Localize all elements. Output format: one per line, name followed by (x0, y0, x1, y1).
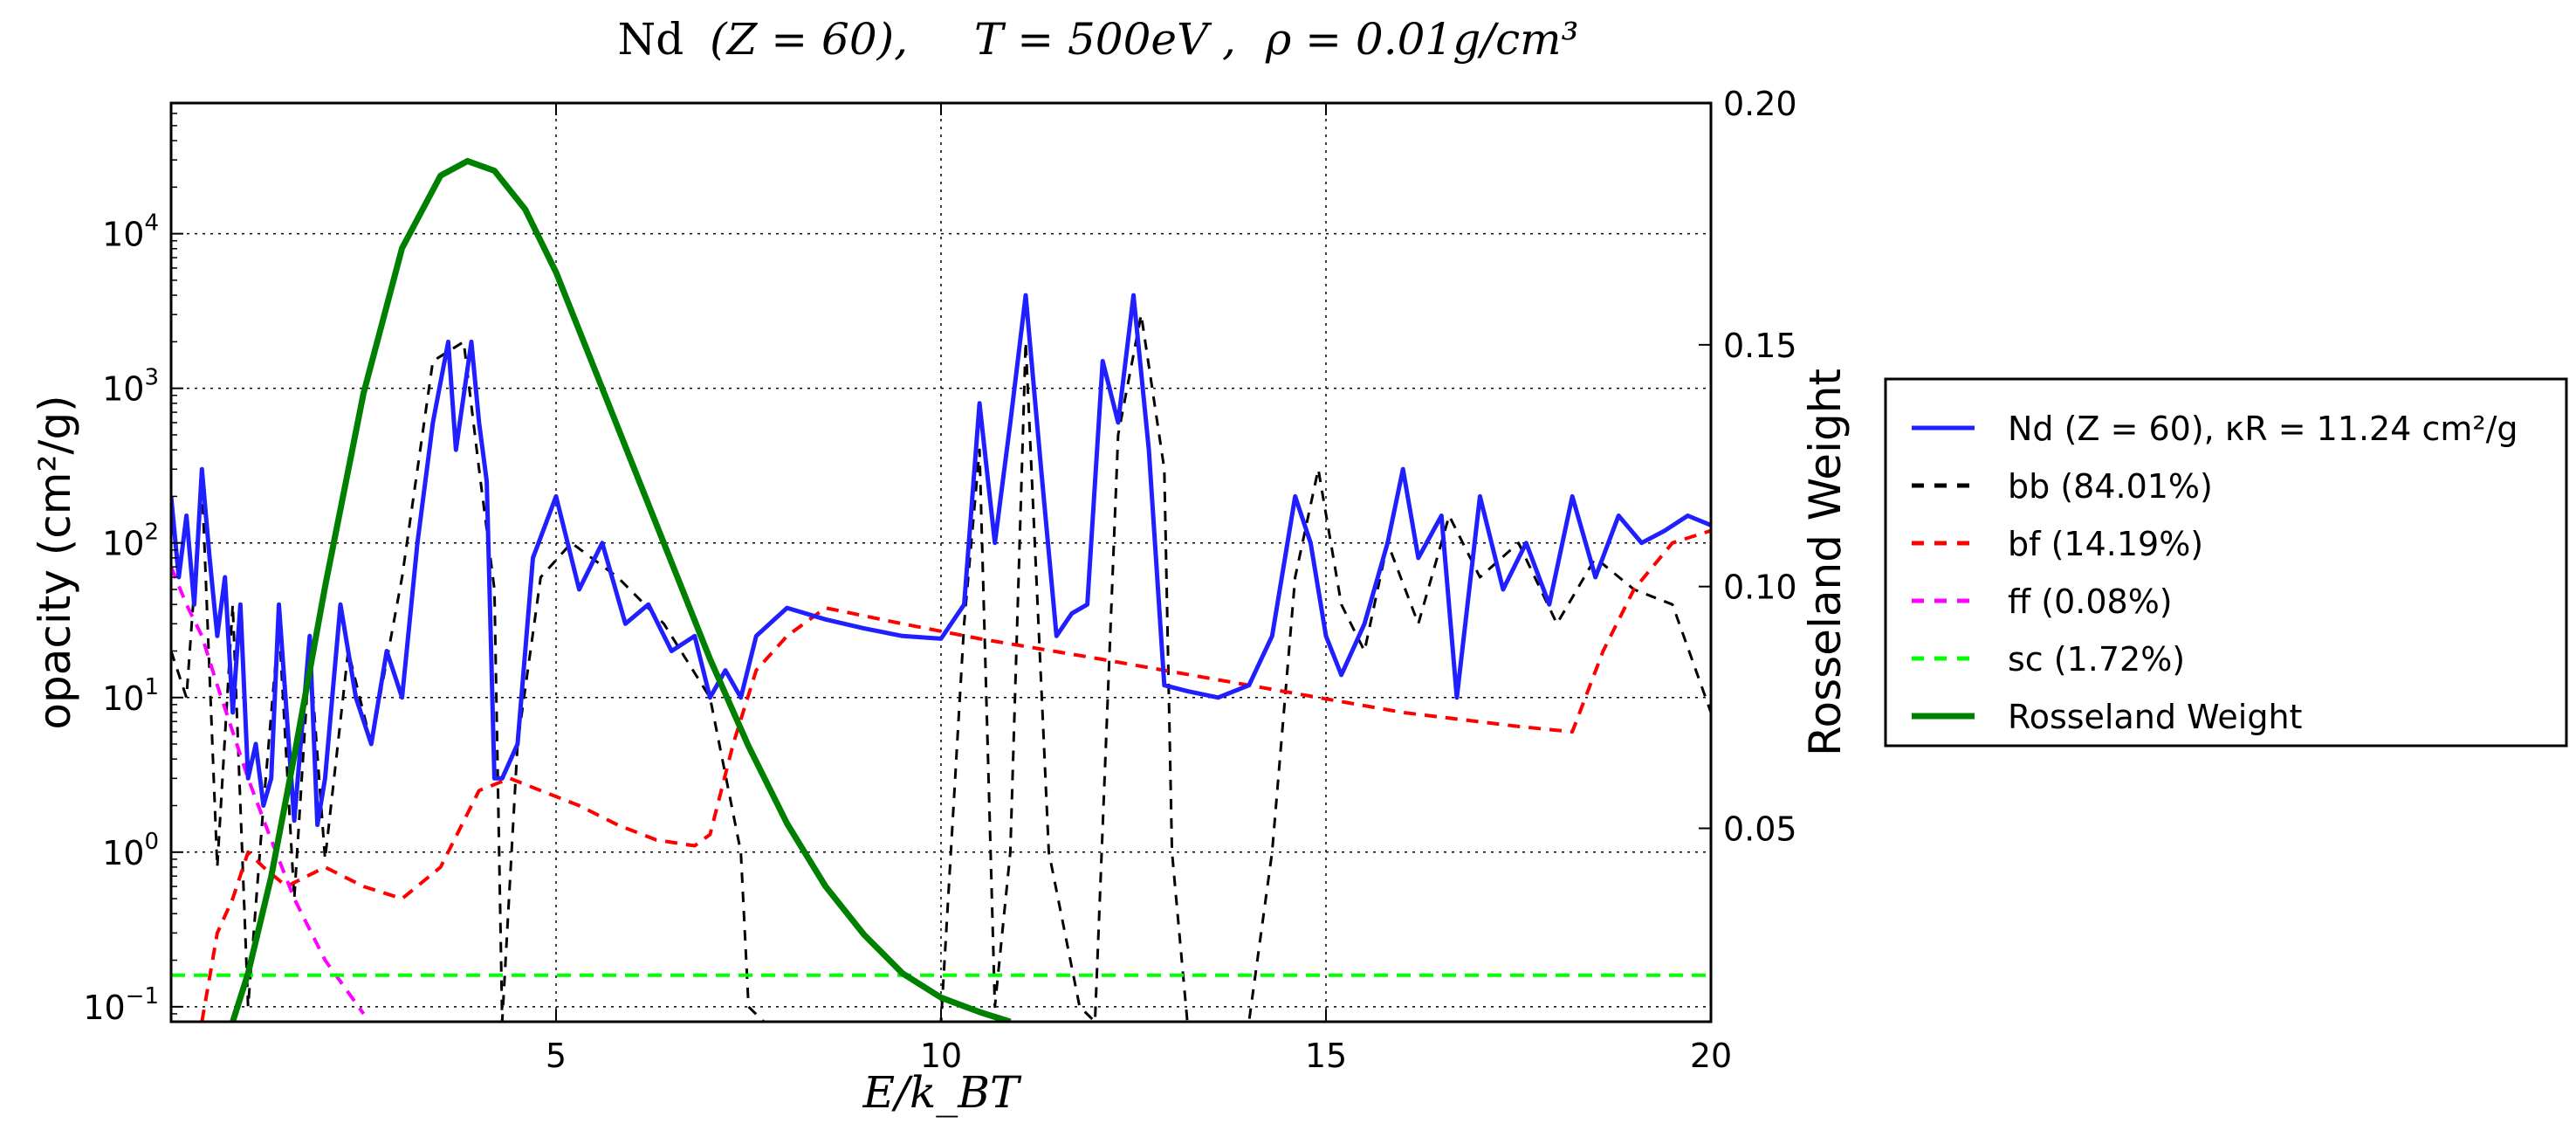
y2-tick-label: 0.10 (1723, 568, 1797, 607)
y-tick-label: 103 (102, 365, 159, 409)
y-tick-label: 101 (102, 674, 159, 718)
legend-label: Rosseland Weight (2008, 698, 2302, 736)
series-bb (171, 313, 1711, 1022)
y2-tick-label: 0.20 (1723, 85, 1797, 123)
y2-tick-label: 0.15 (1723, 327, 1797, 365)
y2-axis-label: Rosseland Weight (1800, 369, 1851, 756)
chart-title: Nd (Z = 60), T = 500eV , ρ = 0.01g/cm³ (617, 14, 1578, 65)
legend-label: bb (84.01%) (2008, 467, 2213, 506)
title-z: (Z = 60), (710, 14, 908, 65)
y-tick-label: 100 (102, 829, 159, 872)
legend: Nd (Z = 60), κR = 11.24 cm²/g bb (84.01%)… (1884, 377, 2568, 748)
series-nd-z-60-total (171, 293, 1711, 828)
y-tick-label: 104 (102, 210, 159, 254)
legend-label: sc (1.72%) (2008, 640, 2185, 679)
grid-layer (171, 103, 1711, 1022)
legend-label: ff (0.08%) (2008, 582, 2173, 621)
x-tick-label: 15 (1305, 1037, 1347, 1075)
legend-label: bf (14.19%) (2008, 525, 2203, 563)
title-element: Nd (617, 14, 683, 65)
plot-frame (169, 101, 1713, 1023)
y-tick-label: 10−1 (83, 983, 159, 1027)
y2-tick-label: 0.05 (1723, 810, 1797, 849)
x-axis-label: E/k_BT (862, 1067, 1022, 1118)
title-density: ρ = 0.01g/cm³ (1265, 14, 1579, 65)
series-layer (171, 157, 1711, 1022)
x-tick-label: 10 (920, 1037, 962, 1075)
title-temperature: T = 500eV , (974, 14, 1236, 65)
x-tick-label: 20 (1690, 1037, 1732, 1075)
y-tick-label: 102 (102, 520, 159, 563)
legend-box (1884, 377, 2568, 748)
series-bf (200, 528, 1711, 1022)
legend-label: Nd (Z = 60), κR = 11.24 cm²/g (2008, 410, 2518, 448)
x-tick-label: 5 (546, 1037, 567, 1075)
tick-layer: 5 10 15 20 10−1 100 101 102 103 104 0.05 0.10 0.15 0.… (83, 85, 1796, 1075)
y-axis-label: opacity (cm²/g) (30, 395, 80, 729)
series-ff (171, 566, 366, 1016)
series-rosseland-weight (230, 157, 1012, 1022)
